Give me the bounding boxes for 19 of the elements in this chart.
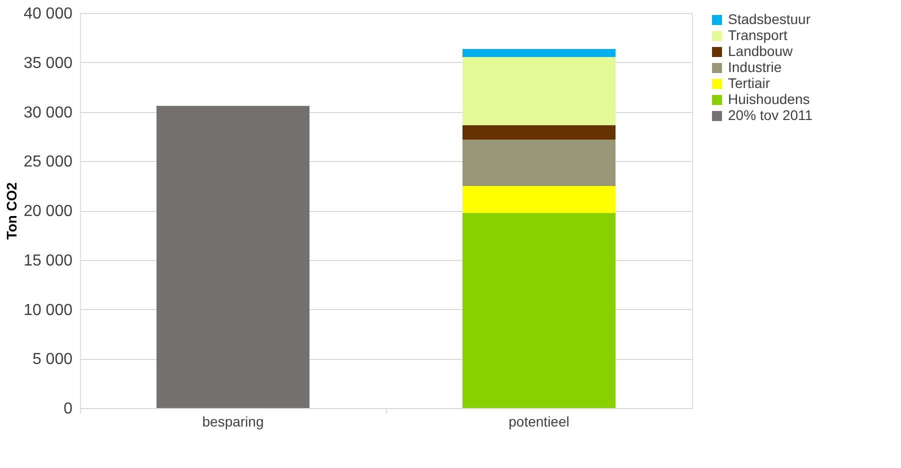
x-tick-label: potentieel bbox=[508, 414, 570, 430]
y-tick-label: 0 bbox=[64, 400, 73, 418]
x-tick-label: besparing bbox=[202, 414, 264, 430]
y-tick-label: 35 000 bbox=[24, 54, 73, 72]
y-tick-label: 40 000 bbox=[24, 6, 73, 22]
legend-label: Tertiair bbox=[728, 75, 770, 91]
legend-label: Huishoudens bbox=[728, 91, 810, 107]
y-tick-label: 25 000 bbox=[24, 154, 73, 171]
y-tick-label: 20 000 bbox=[24, 203, 73, 220]
legend-label: 20% tov 2011 bbox=[728, 107, 813, 123]
legend-label: Stadsbestuur bbox=[728, 11, 811, 27]
y-tick-label: 10 000 bbox=[24, 302, 73, 319]
legend-label: Landbouw bbox=[728, 43, 794, 59]
legend-label: Industrie bbox=[728, 59, 782, 75]
y-tick-label: 15 000 bbox=[24, 252, 73, 270]
y-tick-label: 30 000 bbox=[24, 104, 73, 122]
y-axis-title: Ton CO2 bbox=[4, 182, 20, 240]
legend-label: Transport bbox=[728, 27, 788, 43]
y-tick-label: 5 000 bbox=[32, 351, 73, 368]
